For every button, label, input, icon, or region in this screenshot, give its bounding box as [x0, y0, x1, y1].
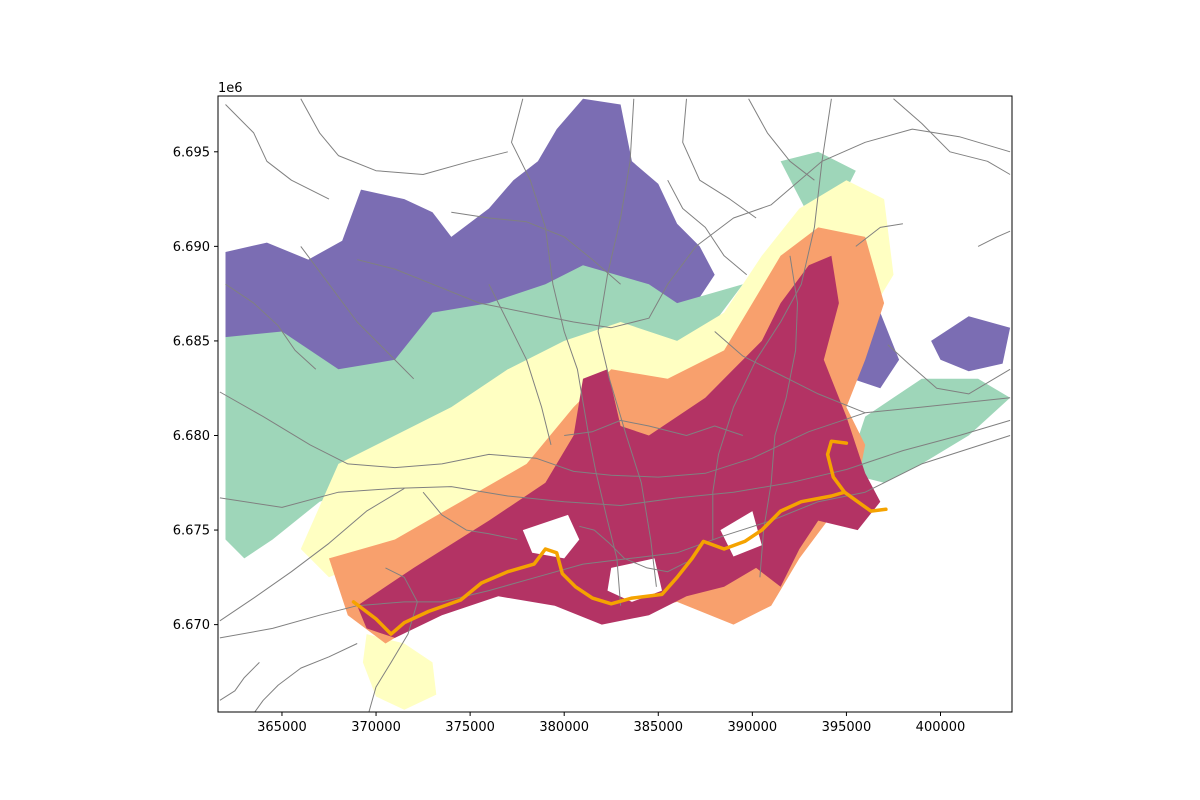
road-line-16	[451, 211, 621, 285]
x-axis: 365000 370000 375000 380000 385000 390000 3950…	[257, 712, 965, 735]
x-tick-label: 370000	[351, 720, 401, 735]
road-line-5	[597, 98, 657, 587]
road-line-14	[977, 230, 1011, 247]
road-line-21	[564, 419, 744, 436]
y-tick-label: 6.670	[173, 618, 210, 633]
x-tick-label: 390000	[728, 720, 778, 735]
road-line-18	[714, 331, 866, 414]
road-line-23	[368, 567, 418, 712]
road-line-27	[488, 283, 552, 446]
road-line-26	[422, 491, 518, 540]
gap-region-10	[522, 514, 580, 559]
road-line-15	[855, 223, 903, 247]
y-axis: 6.670 6.675 6.680 6.685 6.690 6.695	[173, 145, 218, 633]
road-network	[219, 98, 1011, 712]
road-line-9	[225, 104, 330, 200]
gap-region-11	[607, 558, 662, 602]
road-line-0	[219, 391, 1011, 478]
road-line-3	[219, 435, 1011, 639]
road-line-24	[254, 643, 358, 712]
y-tick-label: 6.695	[173, 145, 210, 160]
y-tick-label: 6.675	[173, 524, 210, 539]
road-line-20	[887, 344, 1011, 395]
y-tick-label: 6.690	[173, 240, 210, 255]
road-line-19	[759, 255, 798, 578]
class-1-region-2	[931, 316, 1011, 372]
x-tick-label: 385000	[633, 720, 683, 735]
road-line-2	[219, 487, 405, 622]
road-line-22	[579, 525, 687, 573]
road-line-1	[219, 419, 1011, 508]
river-layer	[351, 439, 888, 636]
x-tick-label: 395000	[822, 720, 872, 735]
river-branch-line	[825, 439, 849, 494]
road-line-12	[667, 179, 748, 276]
road-line-10	[682, 98, 757, 219]
raster-layer	[225, 98, 1011, 710]
road-line-7	[357, 128, 1011, 329]
road-line-17	[225, 283, 317, 370]
plot-frame	[217, 95, 1013, 713]
y-tick-label: 6.680	[173, 429, 210, 444]
river-line	[351, 490, 888, 636]
y-tick-label: 6.685	[173, 334, 210, 349]
plot-area	[219, 98, 1011, 712]
class-2-region-5	[846, 378, 1011, 483]
road-line-11	[748, 98, 815, 181]
road-line-4	[511, 98, 622, 606]
x-tick-label: 380000	[539, 720, 589, 735]
road-line-25	[219, 662, 260, 701]
road-line-6	[712, 98, 832, 540]
road-line-8	[300, 98, 508, 175]
road-line-28	[300, 246, 415, 380]
x-tick-label: 365000	[257, 720, 307, 735]
x-tick-label: 400000	[916, 720, 966, 735]
x-tick-label: 375000	[445, 720, 495, 735]
class-3-region-7	[362, 634, 437, 710]
y-offset-label: 1e6	[218, 81, 243, 96]
road-line-13	[893, 98, 1011, 175]
